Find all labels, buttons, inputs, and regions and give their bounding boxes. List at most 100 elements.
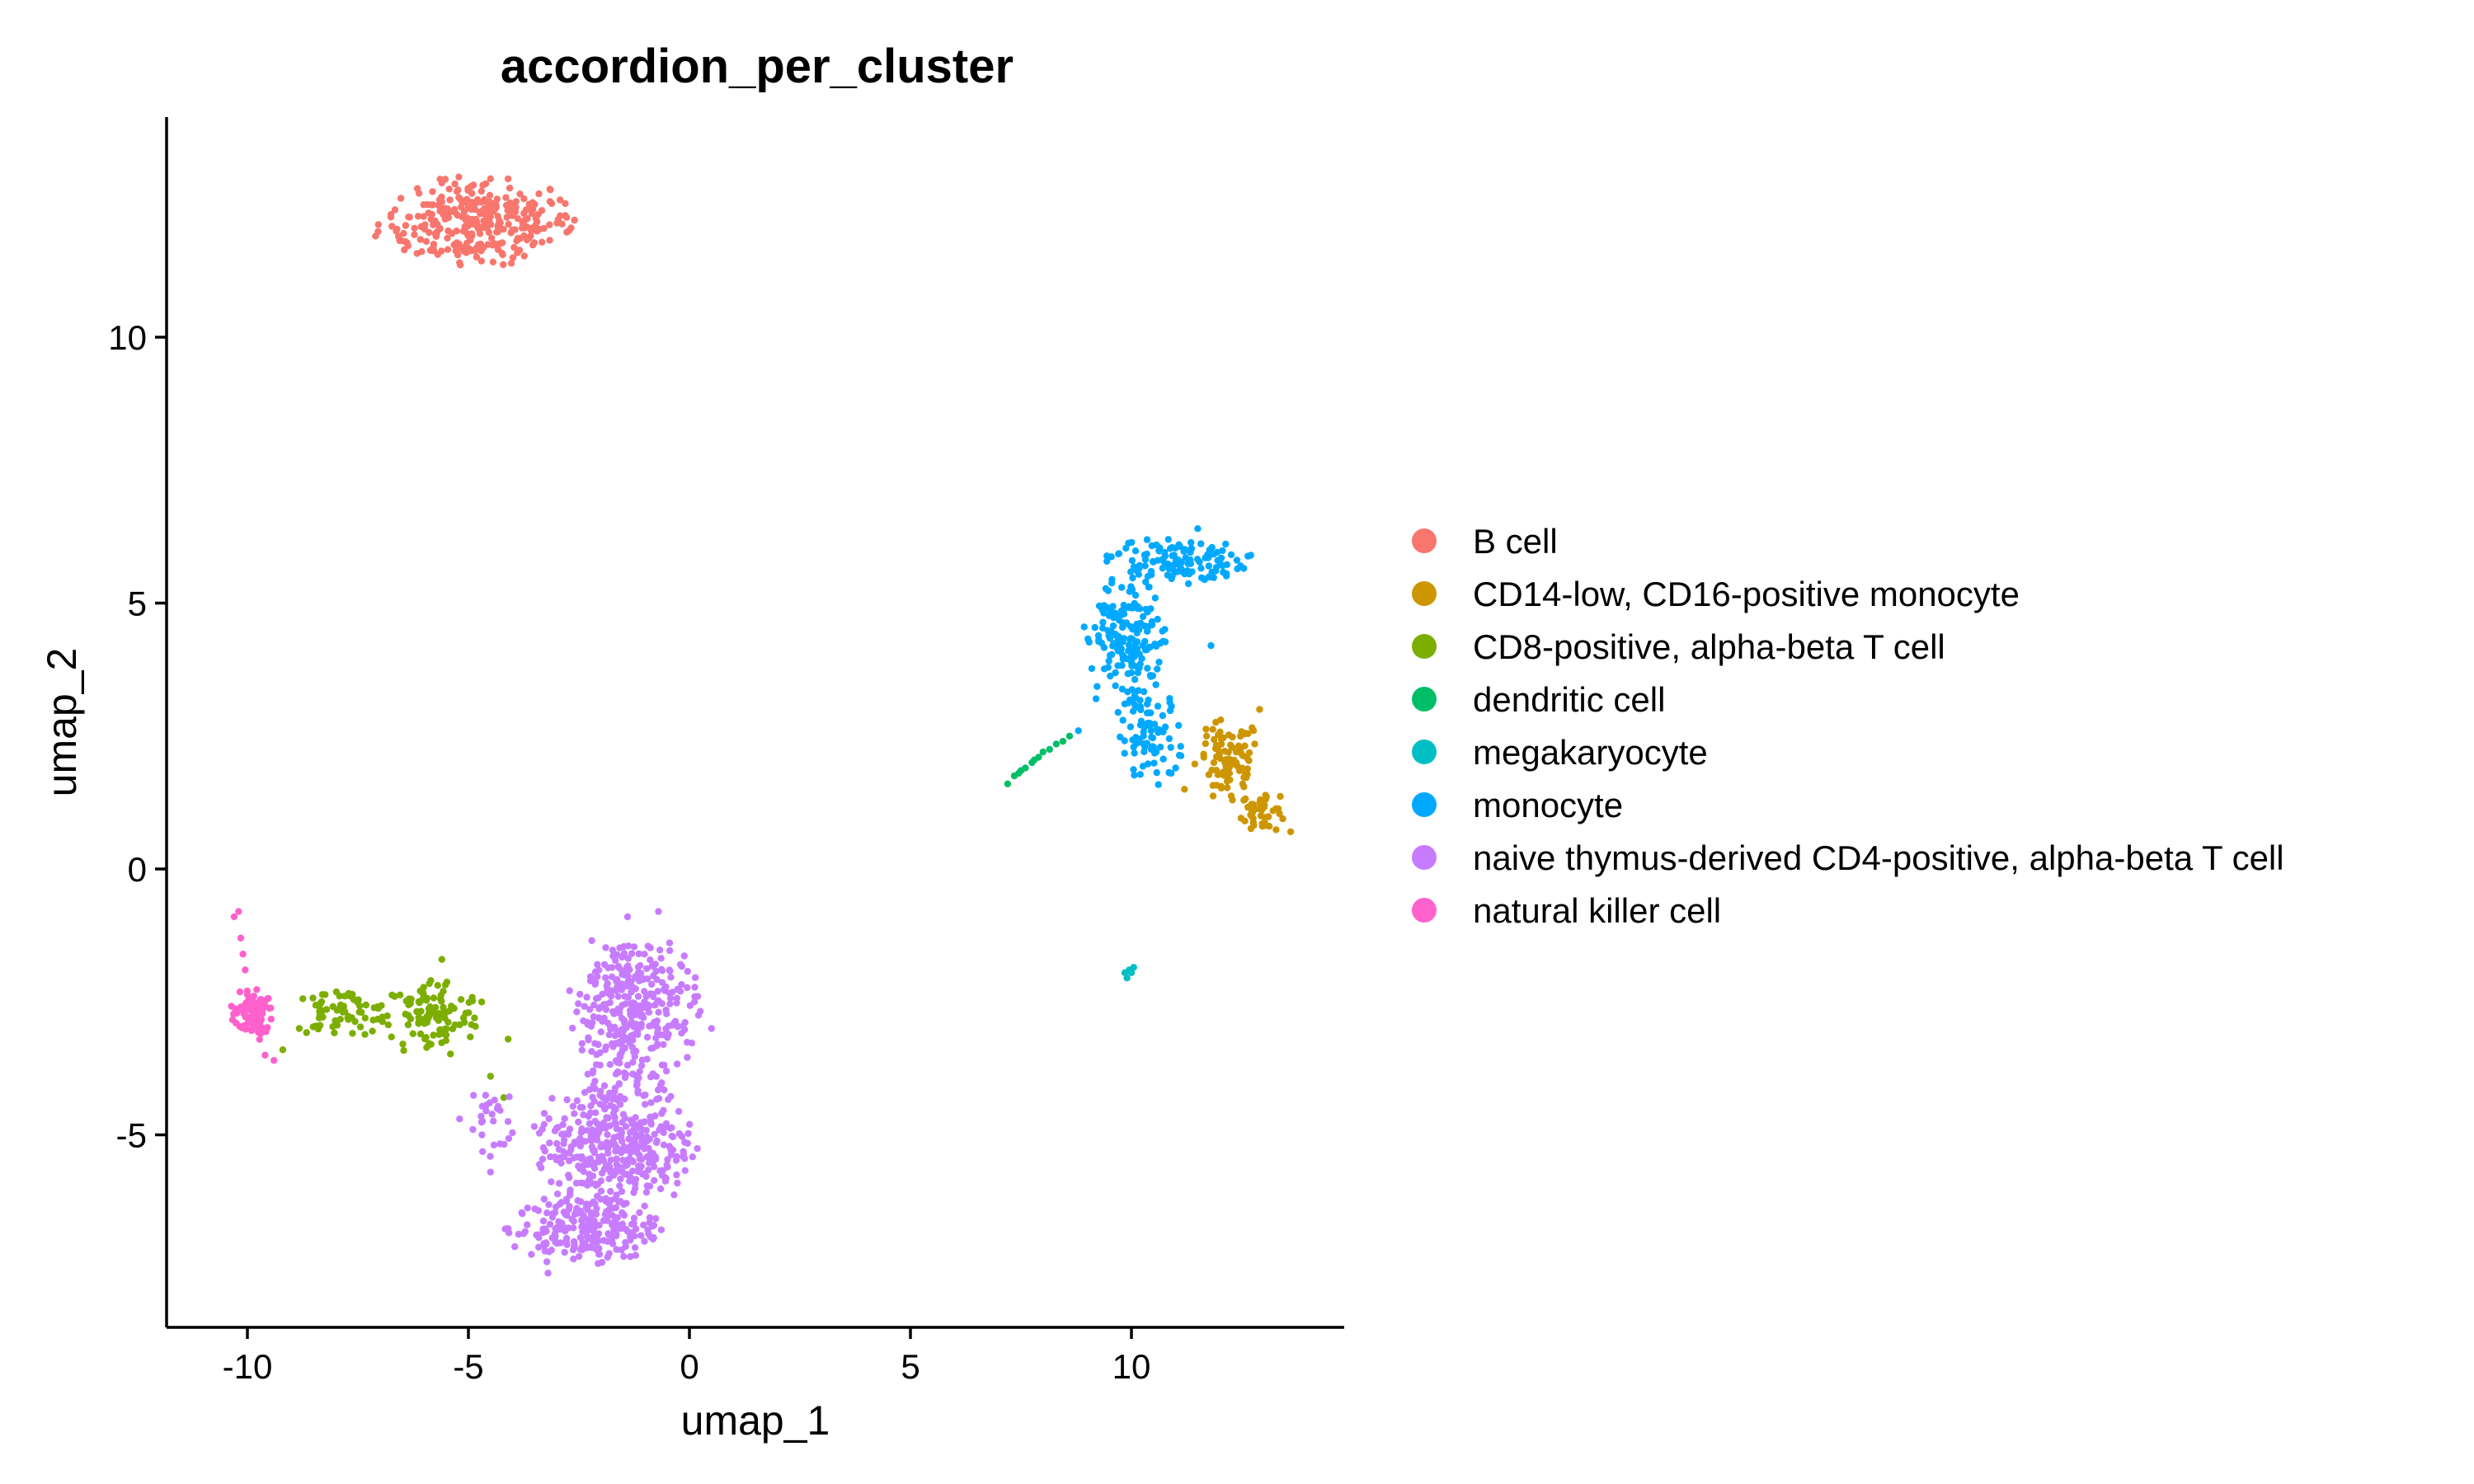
data-point [1208, 543, 1216, 552]
data-point [585, 1223, 592, 1231]
data-point [620, 1017, 628, 1024]
data-point [575, 1118, 582, 1126]
data-point [631, 1244, 639, 1252]
data-point [1128, 538, 1136, 547]
data-point [607, 1026, 614, 1033]
data-point [1117, 607, 1126, 615]
data-point [361, 1031, 369, 1038]
data-point [589, 1093, 596, 1101]
data-point [576, 1143, 584, 1150]
data-point [1095, 602, 1103, 610]
data-point [245, 996, 253, 1004]
data-point [663, 1010, 670, 1017]
data-point [1103, 552, 1111, 560]
data-point [534, 210, 542, 218]
data-point [630, 1189, 637, 1196]
data-point [641, 988, 648, 995]
data-point [1142, 578, 1150, 586]
data-point [1161, 552, 1169, 560]
data-point [1177, 561, 1184, 568]
data-point [438, 179, 445, 187]
data-point [648, 980, 656, 989]
data-point [245, 1006, 253, 1013]
data-point [1229, 733, 1236, 741]
data-point [411, 231, 418, 238]
data-point [515, 1230, 523, 1238]
data-point [609, 946, 617, 954]
data-point [1133, 604, 1141, 613]
data-point [654, 1086, 662, 1094]
data-point [609, 1231, 617, 1238]
data-point [457, 996, 465, 1003]
data-point [422, 1034, 430, 1041]
data-point [477, 1118, 486, 1126]
data-point [404, 1021, 412, 1029]
data-point [388, 1033, 395, 1040]
data-point [610, 1134, 618, 1141]
data-point [436, 1026, 444, 1034]
data-point [1222, 540, 1230, 548]
data-point [461, 228, 469, 235]
data-point [573, 1008, 581, 1016]
data-point [539, 1155, 547, 1163]
data-point [490, 1117, 497, 1125]
data-point [496, 218, 504, 226]
data-point [1223, 570, 1230, 577]
legend-swatch [1412, 792, 1437, 817]
data-point [440, 988, 447, 995]
legend-swatch [1412, 528, 1437, 553]
data-point [488, 1111, 496, 1118]
data-point [535, 1129, 543, 1137]
data-point [541, 1147, 548, 1155]
data-point [618, 1133, 625, 1140]
data-point [349, 1030, 356, 1037]
data-point [1276, 810, 1283, 818]
data-point [1245, 749, 1253, 757]
data-point [640, 1170, 647, 1177]
data-point [673, 1171, 680, 1179]
data-point [236, 1004, 244, 1012]
data-point [1141, 637, 1149, 646]
y-axis-ticks: -5 0 5 10 [108, 318, 167, 1155]
data-point [450, 205, 459, 214]
legend-label: B cell [1473, 522, 1558, 561]
data-point [430, 994, 438, 1002]
data-point [242, 966, 249, 974]
data-point [235, 908, 242, 915]
data-point [666, 989, 674, 997]
data-point [1123, 974, 1131, 982]
data-point [592, 1109, 600, 1116]
data-point [629, 1126, 637, 1134]
data-point [680, 952, 688, 960]
data-point [453, 228, 460, 235]
data-point [628, 1148, 636, 1155]
data-point [249, 1025, 256, 1032]
data-point [388, 223, 396, 230]
data-point [1184, 560, 1192, 567]
data-point [658, 979, 666, 986]
data-point [664, 1156, 671, 1163]
data-point [1165, 735, 1174, 743]
data-point [491, 200, 498, 208]
data-point [585, 1216, 592, 1223]
data-point [595, 1237, 603, 1245]
legend: B cell CD14-low, CD16-positive monocyte CD… [1412, 522, 2284, 930]
data-point [636, 1155, 644, 1162]
data-point [602, 944, 609, 951]
series-dendritic-cell [1004, 732, 1074, 787]
data-point [1098, 624, 1107, 632]
data-point [1129, 644, 1136, 652]
data-point [590, 1220, 597, 1228]
data-point [590, 1067, 597, 1075]
data-point [430, 241, 438, 248]
data-point [416, 1014, 424, 1022]
data-point [623, 1161, 631, 1169]
data-point [455, 173, 463, 181]
data-point [456, 259, 463, 266]
data-point [1208, 766, 1216, 774]
data-point [270, 1057, 278, 1064]
data-point [1150, 749, 1159, 757]
data-point [651, 1130, 658, 1139]
data-point [512, 198, 520, 205]
data-point [526, 225, 534, 233]
